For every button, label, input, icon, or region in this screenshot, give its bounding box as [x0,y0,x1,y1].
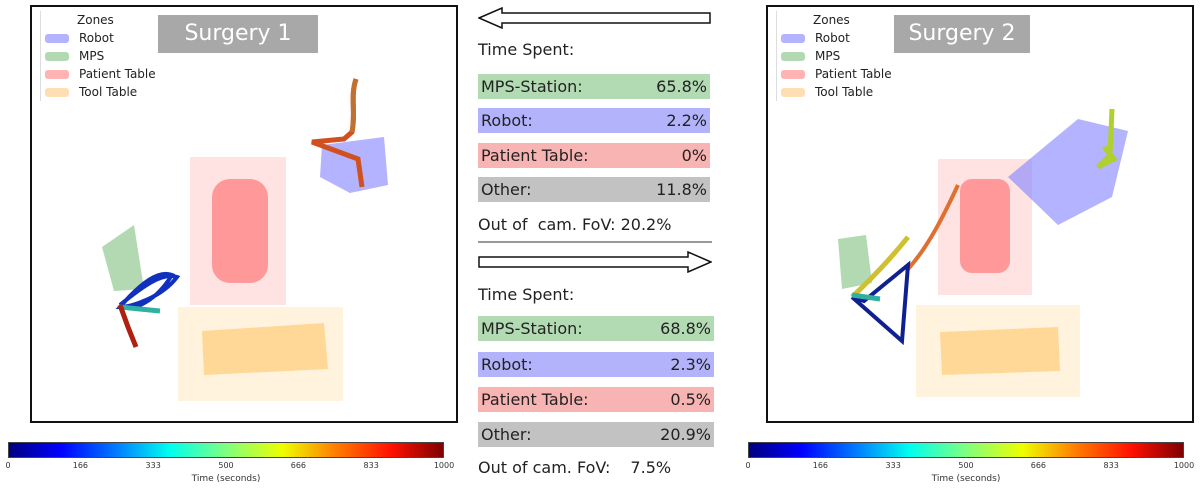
stats-1-other: Other: 11.8% [478,177,710,202]
stats-2-fov: Out of cam. FoV: 7.5% [478,458,672,477]
colorbar-gradient [748,442,1184,458]
right-arrow-icon [478,251,712,273]
trajectory-2b [906,184,960,271]
surgery-2-title: Surgery 2 [894,15,1030,53]
stats-1-robot: Robot: 2.2% [478,108,710,133]
left-arrow-icon [478,7,711,29]
mps-zone [838,235,872,289]
tool-table-zone [202,323,328,375]
legend-item-patient-table: Patient Table [781,65,892,83]
colorbar-label: Time (seconds) [931,474,1001,484]
legend-item-tool-table: Tool Table [45,83,156,101]
surgery-2-plot [838,108,1128,397]
legend-item-robot: Robot [45,29,156,47]
trajectory-2e [851,292,881,302]
trajectory-1b [349,78,359,133]
legend: Zones Robot MPS Patient Table Tool Table [40,11,156,101]
colorbar-gradient [8,442,444,458]
mps-zone [102,225,144,291]
trajectory-2c [850,235,910,299]
tick: 833 [363,461,379,470]
surgery-1-plot [102,78,388,401]
legend-title: Zones [813,13,850,27]
stats-2-header: Time Spent: [478,285,575,304]
patient-table-zone [212,179,268,283]
legend-item-patient-table: Patient Table [45,65,156,83]
legend-title: Zones [77,13,114,27]
tick: 0 [5,461,11,470]
tick: 666 [290,461,307,470]
trajectory-2a [1096,108,1118,170]
stats-1-mps: MPS-Station: 65.8% [478,74,710,99]
colorbar-left: 0 166 333 500 666 833 1000 Time (seconds… [5,442,454,484]
tick: 1000 [1173,461,1195,470]
tick: 333 [885,461,901,470]
tick: 1000 [433,461,455,470]
stats-2-other: Other: 20.9% [478,422,714,447]
surgery-1-title: Surgery 1 [158,15,318,53]
tick: 666 [1030,461,1047,470]
tick: 333 [145,461,161,470]
trajectory-1d [119,304,161,314]
legend-item-tool-table: Tool Table [781,83,892,101]
tick: 500 [958,461,974,470]
surgery-2-panel: Zones Robot MPS Patient Table Tool Table… [766,5,1194,423]
surgery-1-panel: Zones Robot MPS Patient Table Tool Table… [30,5,458,423]
legend-item-mps: MPS [45,47,156,65]
tick: 166 [812,461,829,470]
robot-zone [1008,119,1128,225]
colorbar-right: 0 166 333 500 666 833 1000 Time (seconds… [745,442,1194,484]
colorbar-label: Time (seconds) [191,474,261,484]
tick: 166 [72,461,89,470]
legend-item-robot: Robot [781,29,892,47]
tool-table-zone [940,327,1060,375]
stats-1-fov: Out of cam. FoV: 20.2% [478,215,672,234]
legend: Zones Robot MPS Patient Table Tool Table [776,11,892,101]
robot-zone [320,137,388,193]
stats-2-mps: MPS-Station: 68.8% [478,316,714,341]
patient-table-zone [960,179,1010,273]
trajectory-1e [117,304,139,348]
tick: 500 [218,461,234,470]
trajectory-2d [850,260,911,346]
legend-item-mps: MPS [781,47,892,65]
stats-1-header: Time Spent: [478,40,575,59]
tick: 0 [745,461,751,470]
divider [478,241,712,243]
stats-1-patient-table: Patient Table: 0% [478,143,710,168]
stats-2-patient-table: Patient Table: 0.5% [478,387,714,412]
tick: 833 [1103,461,1119,470]
stats-2-robot: Robot: 2.3% [478,352,714,377]
